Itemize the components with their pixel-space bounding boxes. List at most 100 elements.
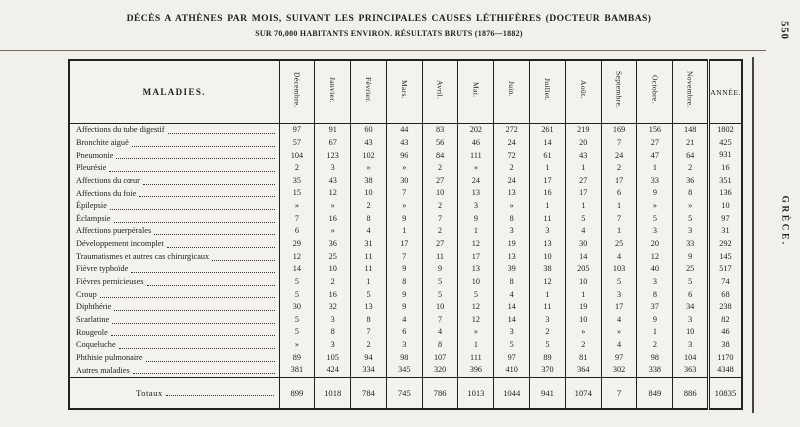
value-cell: 3 [314,313,351,327]
month-header: Septembre. [600,60,637,124]
year-total-cell: 425 [707,136,742,150]
dot-leader [118,348,275,350]
value-cell: 8 [314,326,351,339]
value-cell: 25 [314,250,351,264]
year-total-cell: 82 [707,313,742,327]
value-cell: 169 [600,123,637,137]
value-cell: 4 [600,313,637,327]
value-cell: 15 [278,187,315,200]
value-cell: 5 [278,313,315,327]
disease-label-cell: Fièvres pernicieuses [69,276,279,289]
value-cell: 3 [385,338,423,352]
value-cell: 1 [600,225,637,238]
disease-label: Phthisie pulmonaire [76,352,143,362]
disease-row: Phthisie pulmonaire 89 105 94 98 107 111 97 89 81… [69,351,742,365]
disease-row: Affections du cœur 35 43 38 30 27 24 24 17 27 17 33… [69,174,742,188]
value-cell: 5 [421,288,458,301]
grand-total-cell: 10835 [707,376,742,409]
value-cell: 10 [350,187,387,200]
value-cell: 10 [421,187,458,200]
value-cell: 10 [457,275,494,289]
value-cell: 97 [278,123,315,137]
value-cell: 20 [564,136,602,150]
disease-label: Fièvre typhoïde [76,264,129,274]
value-cell: 123 [314,149,351,162]
dot-leader [116,158,275,160]
value-cell: 43 [314,174,351,188]
value-cell: 3 [314,338,351,352]
disease-label-cell: Affections du foie [69,187,279,200]
monthly-total-cell: 7 [600,376,637,409]
year-total-cell: 68 [707,288,742,301]
value-cell: 36 [314,237,351,251]
disease-label: Bronchite aiguë [76,137,129,147]
disease-row: Traumatismes et autres cas chirurgicaux 1… [69,250,742,264]
value-cell: 12 [278,250,315,264]
disease-label-cell: Phthisie pulmonaire [69,352,279,365]
value-cell: 5 [636,212,673,226]
value-cell: 7 [350,326,387,339]
value-cell: 17 [600,300,637,314]
disease-label-cell: Épilepsie [69,200,279,213]
value-cell: 4 [600,338,637,352]
value-cell: 3 [529,225,566,238]
value-cell: 38 [529,263,566,276]
value-cell: 3 [314,161,351,175]
value-cell: 8 [493,212,530,226]
value-cell: 3 [672,338,709,352]
value-cell: 39 [493,263,530,276]
disease-label-cell: Pneumonie [69,149,279,162]
value-cell: 57 [278,136,315,150]
value-cell: 33 [636,174,673,188]
disease-row: Affections du tube digestif 97 91 60 44 83 202… [69,123,742,137]
value-cell: » [350,161,387,175]
page-number: 550 [778,21,790,40]
value-cell: 11 [421,250,458,264]
year-total-cell: 31 [707,225,742,238]
value-cell: 5 [350,288,387,301]
value-cell: 10 [564,313,602,327]
value-cell: 8 [385,275,423,289]
value-cell: 27 [564,174,602,188]
disease-label: Pleurésie [76,163,107,173]
disease-row: Fièvres pernicieuses 5 2 1 8 5 10 8 12 10 5 3 5 74 [69,275,742,289]
value-cell: 98 [385,351,423,365]
year-total-cell: 136 [707,187,742,200]
disease-row: Épilepsie»» 2» 2 3» 1 1 1»» 10 [69,199,742,213]
disease-row: Diphthérie 30 32 13 9 10 12 14 11 19 17 37 34 238 [69,300,742,314]
value-cell: 5 [278,275,315,289]
value-cell: 46 [457,136,494,150]
value-cell: » [457,326,494,339]
value-cell: 111 [457,149,494,162]
disease-label-cell: Pleurésie [69,162,279,175]
value-cell: » [636,199,673,213]
value-cell: 10 [421,300,458,314]
page-subtitle: SUR 70,000 HABITANTS ENVIRON. RÉSULTATS … [255,29,523,38]
mortality-table: MALADIES. Décembre. Janvier. Février. Mars.… [68,59,743,410]
year-total-cell: 4348 [707,364,742,378]
disease-row: Pneumonie 104 123 102 96 84 111 72 61 43 24 47 64 931 [69,149,742,162]
value-cell: 2 [529,326,566,339]
value-cell: 12 [457,300,494,314]
value-cell: 9 [672,250,709,264]
value-cell: 72 [493,149,530,162]
disease-row: Affections puerpérales 6» 4 1 2 1 3 3 4 1 3 3 31 [69,225,742,238]
value-cell: 8 [350,313,387,327]
value-cell: 4 [350,225,387,238]
dot-leader [112,322,275,324]
year-total-cell: 97 [707,212,742,226]
value-cell: 4 [564,225,602,238]
value-cell: 94 [350,351,387,365]
disease-label-cell: Autres maladies [69,364,279,377]
value-cell: 2 [314,275,351,289]
value-cell: 16 [314,288,351,301]
value-cell: 11 [529,212,566,226]
value-cell: 2 [600,161,637,175]
value-cell: 5 [564,212,602,226]
value-cell: 5 [278,326,315,339]
year-header: ANNÉE. [707,60,742,124]
value-cell: 17 [564,187,602,200]
value-cell: 1 [529,288,566,301]
year-total-cell: 38 [707,338,742,352]
totals-row: Totaux 899 1018 784 745 786 1013 1044 941 1074 7 8… [69,376,742,409]
